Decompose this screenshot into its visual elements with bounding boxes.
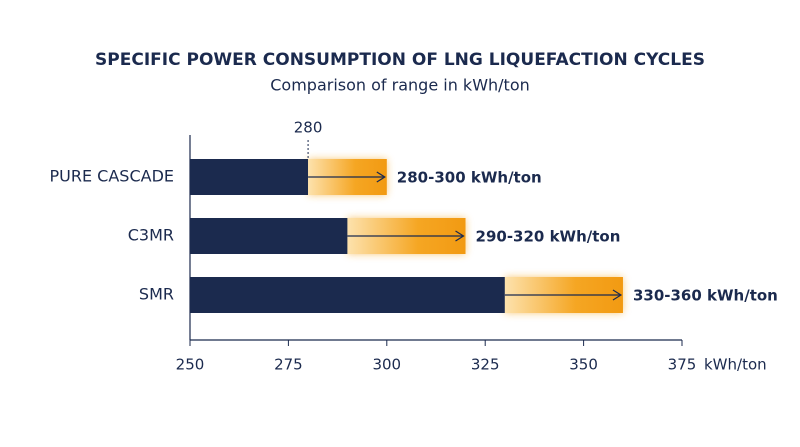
chart-subtitle: Comparison of range in kWh/ton (270, 76, 530, 95)
x-tick-label: 325 (471, 356, 500, 374)
value-label: 290-320 kWh/ton (476, 228, 621, 246)
x-axis-label: kWh/ton (704, 356, 767, 374)
value-label: 280-300 kWh/ton (397, 169, 542, 187)
x-tick-label: 350 (569, 356, 598, 374)
category-label: SMR (139, 285, 174, 304)
x-tick-label: 250 (176, 356, 205, 374)
arrow-head (376, 171, 386, 183)
x-tick-label: 300 (372, 356, 401, 374)
value-label: 330-360 kWh/ton (633, 287, 778, 305)
x-tick-label: 375 (668, 356, 697, 374)
x-tick-label: 275 (274, 356, 303, 374)
arrow-head (455, 230, 465, 242)
low-bar (190, 277, 505, 313)
low-bar (190, 218, 348, 254)
category-label: C3MR (128, 226, 174, 245)
chart-title: SPECIFIC POWER CONSUMPTION OF LNG LIQUEF… (95, 50, 705, 70)
low-bar (190, 159, 309, 195)
category-label: PURE CASCADE (50, 167, 175, 186)
annotation-label: 280 (294, 119, 323, 137)
arrow-head (612, 289, 623, 301)
